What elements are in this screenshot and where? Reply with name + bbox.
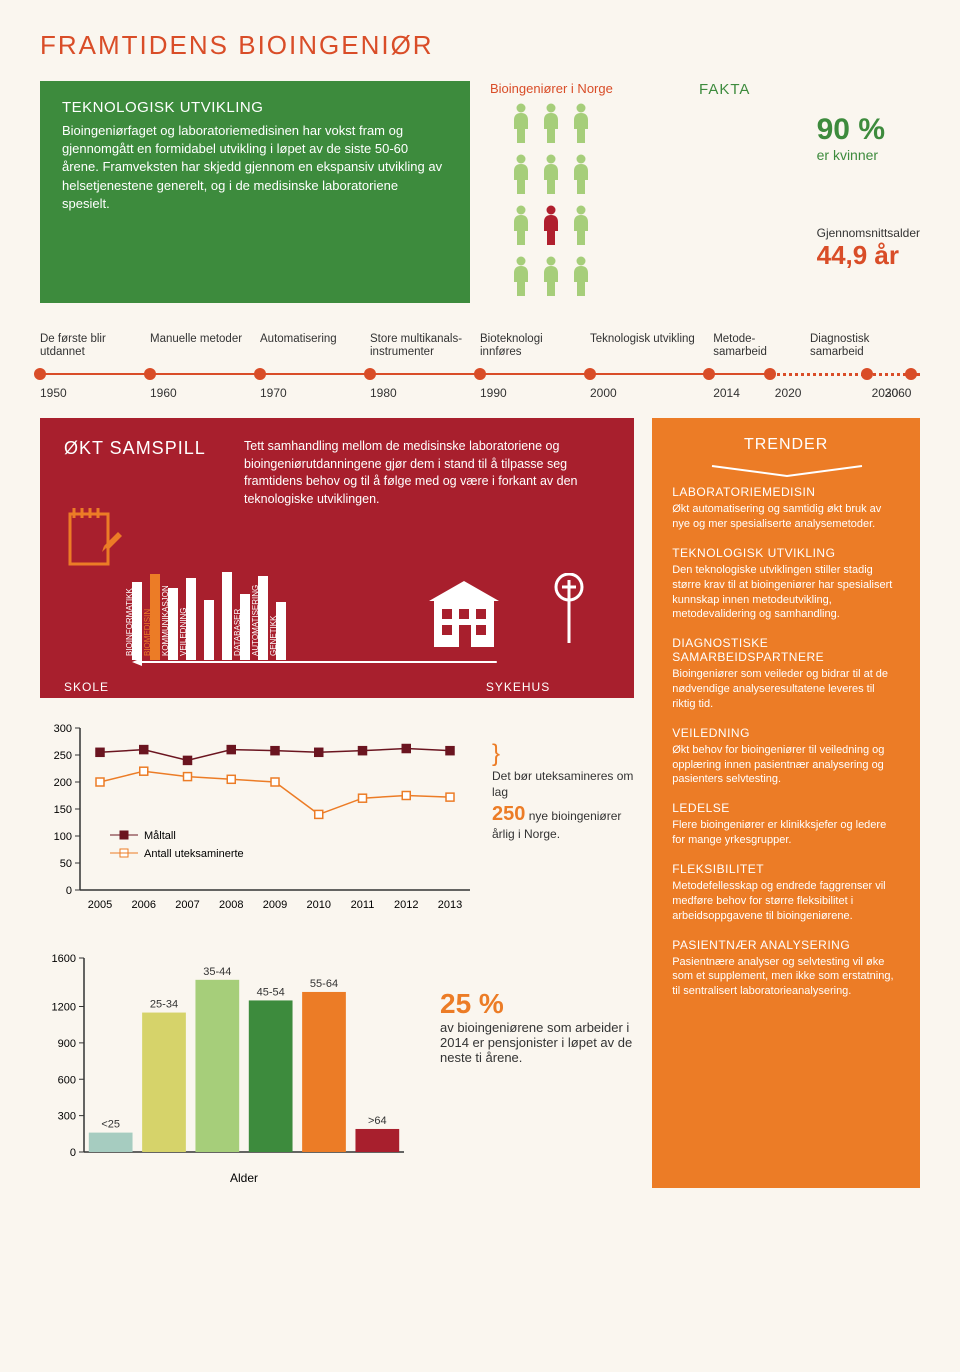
trender-section: FLEKSIBILITETMetodefellesskap og endrede… bbox=[672, 862, 900, 924]
svg-text:150: 150 bbox=[54, 804, 72, 816]
trender-section: PASIENTNÆR ANALYSERINGPasientnære analys… bbox=[672, 938, 900, 1000]
svg-text:55-64: 55-64 bbox=[310, 978, 338, 990]
trender-section: TEKNOLOGISK UTVIKLINGDen teknologiske ut… bbox=[672, 546, 900, 622]
people-icons bbox=[510, 103, 592, 303]
svg-text:Alder: Alder bbox=[230, 1171, 258, 1185]
age-val: 44,9 år bbox=[817, 240, 920, 271]
notepad-icon bbox=[66, 506, 124, 578]
timeline-label: Store multikanals-instrumenter bbox=[370, 333, 480, 361]
fakta-panel: Bioingeniører i Norge FAKTA 90 % er kvin… bbox=[490, 81, 920, 303]
timeline-year: 2000 bbox=[590, 386, 713, 400]
svg-text:2009: 2009 bbox=[263, 899, 287, 911]
red-box: ØKT SAMSPILL Tett samhandling mellom de … bbox=[40, 418, 634, 698]
svg-text:>64: >64 bbox=[368, 1115, 387, 1127]
arrow-icon bbox=[132, 657, 504, 667]
svg-text:1200: 1200 bbox=[52, 1002, 76, 1014]
timeline-label: Teknologisk utvikling bbox=[590, 333, 713, 361]
bio-label: Bioingeniører i Norge bbox=[490, 81, 613, 97]
chart1-note: } Det bør uteksamineres om lag 250 nye b… bbox=[492, 718, 634, 918]
green-body: Bioingeniørfaget og laboratoriemedisinen… bbox=[62, 122, 448, 213]
line-chart: 0 50 100 150 200 250 300 2005 2006 2007 2008 2009 20… bbox=[40, 718, 634, 918]
timeline-year: 2060 bbox=[885, 386, 920, 400]
svg-text:300: 300 bbox=[54, 723, 72, 735]
timeline-year: 2014 bbox=[713, 386, 775, 400]
timeline-label: Metode-samarbeid bbox=[713, 333, 810, 361]
svg-text:2006: 2006 bbox=[132, 899, 156, 911]
svg-text:2010: 2010 bbox=[307, 899, 331, 911]
trender-section: LEDELSEFlere bioingeniører er klinikksje… bbox=[672, 801, 900, 848]
timeline-label: De første blir utdannet bbox=[40, 333, 150, 361]
age-label: Gjennomsnittsalder bbox=[817, 226, 920, 240]
svg-text:0: 0 bbox=[66, 885, 72, 897]
chart2-note: 25 % av bioingeniørene som arbeider i 20… bbox=[440, 948, 634, 1188]
trender-section: LABORATORIEMEDISINØkt automatisering og … bbox=[672, 485, 900, 532]
svg-text:1600: 1600 bbox=[52, 953, 76, 965]
timeline-year: 1950 bbox=[40, 386, 150, 400]
svg-text:Antall uteksaminerte: Antall uteksaminerte bbox=[144, 848, 244, 860]
svg-text:25-34: 25-34 bbox=[150, 999, 178, 1011]
timeline-year: 1980 bbox=[370, 386, 480, 400]
timeline-year: 2030 bbox=[872, 386, 885, 400]
timeline-label: Diagnostisk samarbeid bbox=[810, 333, 920, 361]
svg-text:2008: 2008 bbox=[219, 899, 243, 911]
svg-text:2012: 2012 bbox=[394, 899, 418, 911]
red-bars: BIOINFORMATIKKBIOMEDISINKOMMUNIKASJONVEI… bbox=[132, 570, 290, 660]
chevron-down-icon bbox=[672, 464, 900, 480]
timeline-year: 1990 bbox=[480, 386, 590, 400]
svg-text:35-44: 35-44 bbox=[203, 966, 231, 978]
svg-text:600: 600 bbox=[58, 1074, 76, 1086]
timeline-year: 1970 bbox=[260, 386, 370, 400]
bar-chart: 0 300 600 900 1200 1600 <25 25-34 35-44 45-54 55-6… bbox=[40, 948, 634, 1188]
pct-value: 90 % bbox=[817, 113, 920, 147]
green-box: TEKNOLOGISK UTVIKLING Bioingeniørfaget o… bbox=[40, 81, 470, 303]
sykehus-label: SYKEHUS bbox=[486, 680, 550, 694]
svg-text:2005: 2005 bbox=[88, 899, 112, 911]
timeline-year: 1960 bbox=[150, 386, 260, 400]
svg-text:50: 50 bbox=[60, 858, 72, 870]
trender-section: VEILEDNINGØkt behov for bioingeniører ti… bbox=[672, 726, 900, 788]
skole-label: SKOLE bbox=[64, 680, 109, 694]
svg-text:100: 100 bbox=[54, 831, 72, 843]
timeline-label: Bioteknologi innføres bbox=[480, 333, 590, 361]
red-body: Tett samhandling mellom de medisinske la… bbox=[244, 438, 600, 508]
svg-text:45-54: 45-54 bbox=[257, 987, 285, 999]
page-title: FRAMTIDENS BIOINGENIØR bbox=[40, 30, 920, 61]
svg-text:0: 0 bbox=[70, 1147, 76, 1159]
svg-text:2007: 2007 bbox=[175, 899, 199, 911]
fakta-title: FAKTA bbox=[653, 81, 797, 98]
svg-text:<25: <25 bbox=[101, 1119, 120, 1131]
timeline: De første blir utdannetManuelle metoderA… bbox=[40, 333, 920, 401]
green-heading: TEKNOLOGISK UTVIKLING bbox=[62, 99, 448, 116]
svg-text:900: 900 bbox=[58, 1038, 76, 1050]
svg-text:300: 300 bbox=[58, 1111, 76, 1123]
timeline-label: Automatisering bbox=[260, 333, 370, 361]
svg-text:2013: 2013 bbox=[438, 899, 462, 911]
timeline-year: 2020 bbox=[775, 386, 872, 400]
hospital-sign-icon bbox=[552, 573, 586, 648]
svg-text:2011: 2011 bbox=[351, 899, 375, 911]
pct-sub: er kvinner bbox=[817, 147, 920, 163]
trender-section: DIAGNOSTISKE SAMARBEIDSPARTNEREBioingeni… bbox=[672, 636, 900, 712]
trender-title: TRENDER bbox=[672, 436, 900, 454]
svg-text:250: 250 bbox=[54, 750, 72, 762]
red-title: ØKT SAMSPILL bbox=[64, 438, 224, 459]
svg-text:Måltall: Måltall bbox=[144, 830, 176, 842]
building-icon bbox=[414, 577, 514, 660]
trender-panel: TRENDER LABORATORIEMEDISINØkt automatise… bbox=[652, 418, 920, 1188]
timeline-label: Manuelle metoder bbox=[150, 333, 260, 361]
svg-text:200: 200 bbox=[54, 777, 72, 789]
